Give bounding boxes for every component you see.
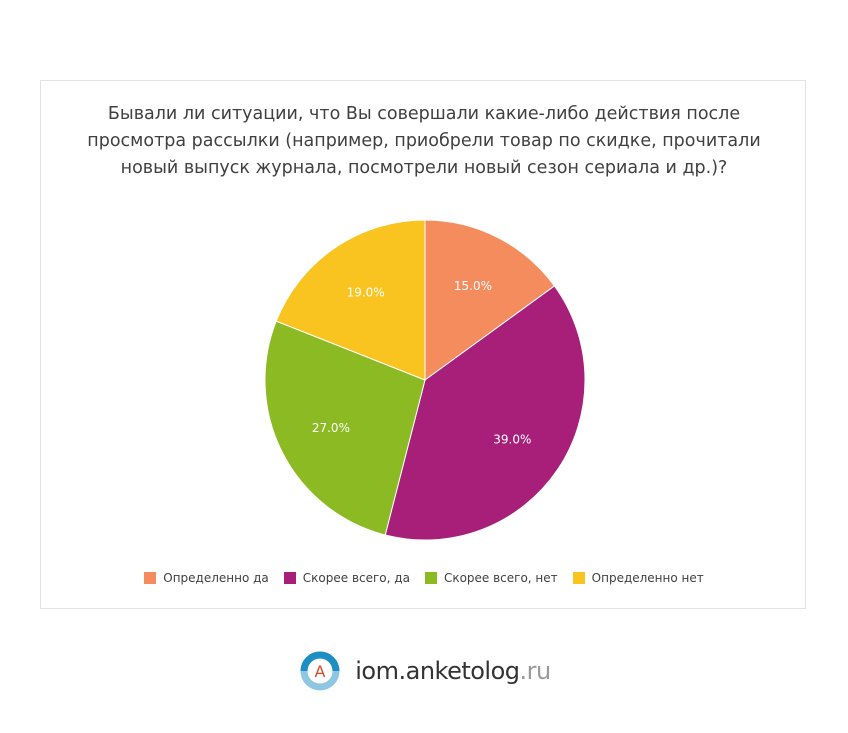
pie-slice-label-2: 39.0% — [493, 432, 531, 446]
footer-brand: A iom.anketolog.ru — [0, 648, 848, 694]
legend-swatch — [283, 572, 296, 584]
pie-slice-label-1: 15.0% — [454, 279, 492, 293]
brand-main: iom.anketolog — [355, 657, 520, 685]
legend-item-3[interactable]: Скорее всего, нет — [424, 571, 558, 585]
legend-item-2[interactable]: Скорее всего, да — [283, 571, 410, 585]
pie-slice-label-3: 27.0% — [312, 421, 350, 435]
pie-slice-label-4: 19.0% — [347, 286, 385, 300]
brand-tld: .ru — [519, 657, 552, 685]
chart-legend: Определенно да Скорее всего, да Скорее все… — [41, 571, 807, 585]
legend-item-4[interactable]: Определенно нет — [572, 571, 704, 585]
legend-swatch — [572, 572, 585, 584]
pie-slice-1[interactable] — [424, 219, 556, 381]
legend-label: Определенно да — [163, 571, 269, 585]
legend-label: Определенно нет — [591, 571, 704, 585]
legend-swatch — [144, 572, 157, 584]
legend-label: Скорее всего, да — [302, 571, 410, 585]
logo-letter: A — [315, 662, 326, 681]
chart-card: Бывали ли ситуации, что Вы совершали как… — [40, 80, 806, 609]
legend-swatch — [424, 572, 437, 584]
pie-slice-2[interactable] — [384, 285, 586, 541]
pie-slice-4[interactable] — [275, 219, 426, 381]
legend-label: Скорее всего, нет — [443, 571, 558, 585]
chart-title: Бывали ли ситуации, что Вы совершали как… — [87, 104, 761, 178]
pie-slice-3[interactable] — [264, 320, 426, 536]
anketolog-logo-icon: A — [300, 651, 340, 691]
legend-item-1[interactable]: Определенно да — [144, 571, 269, 585]
brand-name[interactable]: iom.anketolog.ru — [355, 657, 552, 685]
pie-chart: 15.0% 39.0% 27.0% 19.0% — [264, 219, 586, 541]
